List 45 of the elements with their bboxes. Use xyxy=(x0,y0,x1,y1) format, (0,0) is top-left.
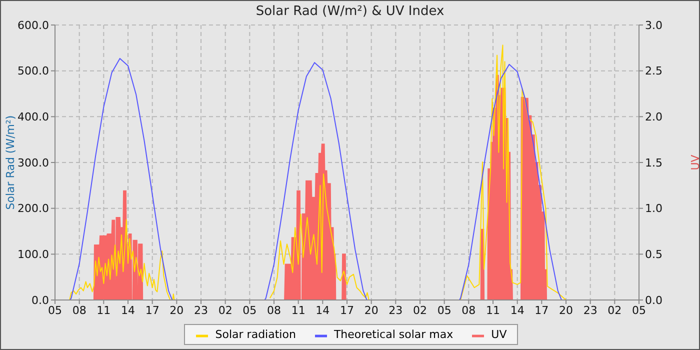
x-tick-label: 08 xyxy=(72,304,86,317)
x-tick-label: 23 xyxy=(194,304,208,317)
x-tick-label: 23 xyxy=(583,304,598,317)
x-tick-label: 20 xyxy=(559,304,573,317)
x-tick-label: 23 xyxy=(388,304,403,317)
legend-label: UV xyxy=(491,328,507,341)
x-tick-label: 17 xyxy=(340,304,354,317)
x-tick-label: 20 xyxy=(170,304,184,317)
x-tick-label: 08 xyxy=(462,304,476,317)
y2-tick-label: 3.0 xyxy=(645,18,662,32)
y-tick-label: 200.0 xyxy=(18,202,49,216)
chart-title: Solar Rad (W/m²) & UV Index xyxy=(254,4,446,19)
y-tick-label: 0.0 xyxy=(32,294,49,307)
y2-tick-label: 2.5 xyxy=(645,64,662,78)
x-tick-label: 05 xyxy=(632,304,646,317)
x-tick-label: 14 xyxy=(510,304,524,317)
y-tick-label: 100.0 xyxy=(18,248,49,262)
x-tick-label: 14 xyxy=(121,304,135,317)
x-tick-label: 02 xyxy=(413,304,427,317)
y-tick-label: 300.0 xyxy=(18,156,49,170)
y2-tick-label: 0.5 xyxy=(645,248,662,262)
y2-tick-label: 1.0 xyxy=(645,202,662,216)
y2-axis-title: UV xyxy=(688,154,700,170)
y2-tick-label: 0.0 xyxy=(645,294,662,307)
x-tick-label: 02 xyxy=(218,304,232,317)
legend-label: Theoretical solar max xyxy=(334,328,454,341)
x-tick-label: 14 xyxy=(316,304,330,317)
x-tick-label: 17 xyxy=(145,304,160,317)
x-tick-label: 05 xyxy=(437,304,452,317)
x-tick-label: 11 xyxy=(96,304,111,317)
y-axis-title: Solar Rad (W/m²) xyxy=(4,115,17,210)
x-tick-label: 17 xyxy=(534,304,549,317)
x-tick-label: 20 xyxy=(364,304,378,317)
y2-tick-label: 2.0 xyxy=(645,110,662,124)
x-tick-label: 08 xyxy=(267,304,281,317)
x-tick-label: 11 xyxy=(486,304,500,317)
x-tick-label: 05 xyxy=(48,304,62,317)
y2-tick-label: 1.5 xyxy=(645,156,662,170)
x-tick-label: 02 xyxy=(608,304,622,317)
x-tick-label: 11 xyxy=(291,304,306,317)
y-tick-label: 500.0 xyxy=(18,64,49,78)
legend-label: Solar radiation xyxy=(215,328,296,341)
y-tick-label: 600.0 xyxy=(18,18,49,32)
x-tick-label: 05 xyxy=(242,304,257,317)
y-tick-label: 400.0 xyxy=(18,110,49,124)
